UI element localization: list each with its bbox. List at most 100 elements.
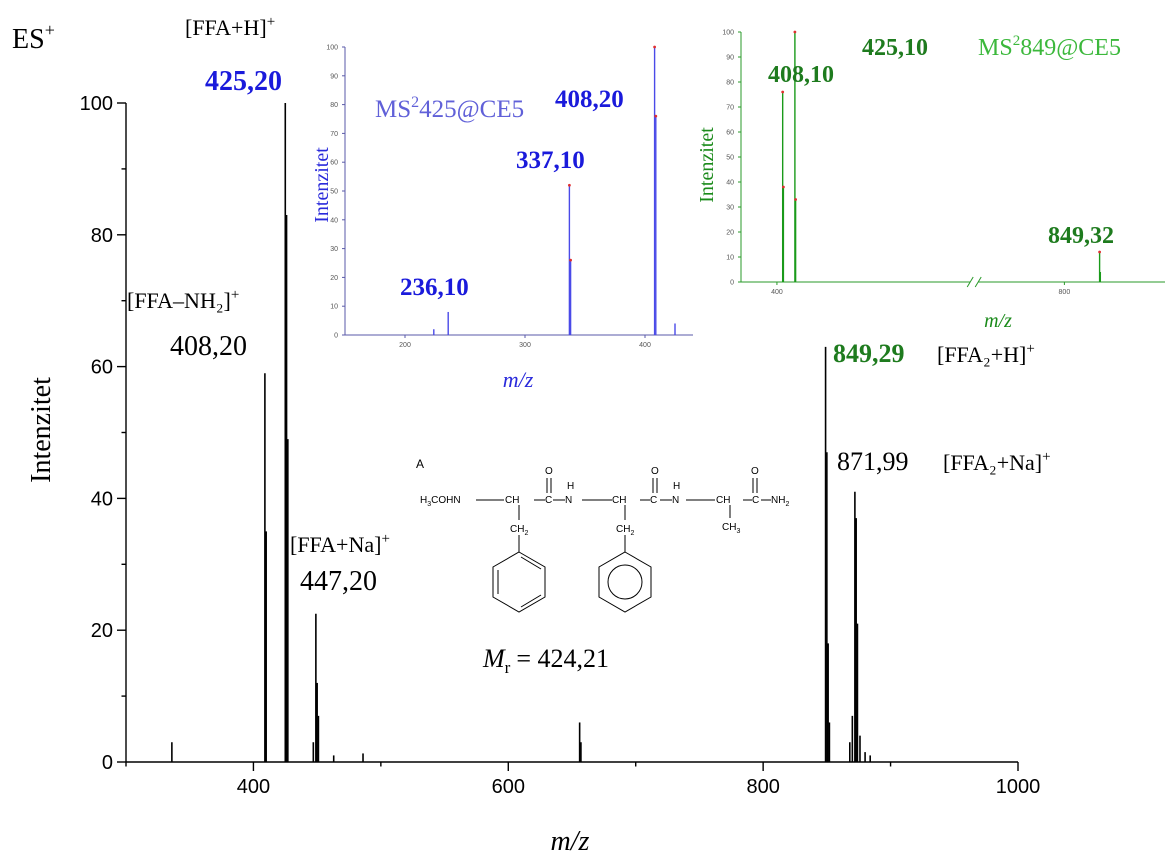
- x-tick-label: 200: [399, 342, 411, 349]
- y-tick-label: 20: [91, 620, 113, 642]
- inset2-label-408: 408,10: [768, 62, 834, 88]
- annotation-value: 447,20: [300, 566, 377, 597]
- y-tick-label: 50: [330, 188, 338, 195]
- annotation-value: 425,20: [205, 66, 282, 97]
- structure-bonds: [476, 478, 771, 613]
- inset2-title: MS2849@CE5: [978, 33, 1121, 61]
- inset2-label-425: 425,10: [862, 35, 928, 61]
- y-tick-label: 20: [726, 229, 734, 236]
- svg-text:NH2: NH2: [771, 495, 789, 508]
- annotation-ffa-na: [FFA+Na]+ 447,20: [290, 531, 390, 597]
- y-tick-label: 20: [330, 275, 338, 282]
- y-tick-label: 40: [726, 179, 734, 186]
- y-tick-label: 100: [80, 93, 113, 115]
- peak-apex-marker: [654, 114, 658, 118]
- main-title: ES+: [12, 20, 55, 55]
- annotation-ion: [FFA–NH₂]+: [127, 287, 239, 313]
- svg-text:CH2: CH2: [510, 524, 528, 537]
- svg-text:CH: CH: [505, 495, 519, 506]
- y-tick-label: 80: [91, 225, 113, 247]
- inset1-title: MS2425@CE5: [375, 94, 524, 123]
- structure-label: A: [416, 457, 424, 471]
- annotation-ion: [FFA₂+Na]+: [943, 449, 1051, 475]
- svg-text:CH: CH: [612, 495, 626, 506]
- x-tick-label: 400: [237, 776, 270, 798]
- peak-apex-marker: [793, 30, 797, 34]
- x-tick-label: 1000: [996, 776, 1041, 798]
- y-tick-label: 100: [722, 29, 734, 36]
- svg-text:N: N: [672, 495, 679, 506]
- annotation-ion: [FFA+H]+: [185, 14, 275, 40]
- peak-apex-marker: [781, 90, 785, 94]
- y-tick-label: 80: [330, 102, 338, 109]
- x-tick-label: 600: [492, 776, 525, 798]
- inset2-axes: 0 10 20 30 40 50 60 70 80 90 100 400 800: [722, 29, 1165, 296]
- svg-text:H: H: [673, 481, 680, 492]
- y-tick-label: 10: [726, 254, 734, 261]
- inset-ms2-425: 0 10 20 30 40 50 60 70 80 90 100 200 300 400 Intenzit…: [311, 44, 693, 392]
- y-tick-label: 100: [326, 44, 338, 51]
- svg-text:CH2: CH2: [616, 524, 634, 537]
- inset1-xlabel: m/z: [503, 367, 534, 392]
- peak-apex-marker: [794, 198, 798, 201]
- y-tick-label: 0: [730, 279, 734, 286]
- annotation-ffa2-h: 849,29 [FFA₂+H]+: [833, 339, 1035, 368]
- svg-text:O: O: [751, 466, 759, 477]
- x-tick-label: 400: [639, 342, 651, 349]
- y-tick-label: 40: [330, 217, 338, 224]
- annotation-ion: [FFA₂+H]+: [937, 341, 1035, 367]
- axis-break-mark: [966, 276, 974, 288]
- peak-apex-marker: [1098, 250, 1102, 254]
- svg-text:O: O: [651, 466, 659, 477]
- svg-text:C: C: [545, 495, 552, 506]
- x-tick-label: 800: [746, 776, 779, 798]
- y-tick-label: 60: [330, 160, 338, 167]
- y-tick-label: 0: [334, 332, 338, 339]
- annotation-ion: [FFA+Na]+: [290, 531, 390, 557]
- peak-apex-marker: [653, 45, 656, 49]
- y-tick-label: 0: [102, 752, 113, 774]
- svg-text:C: C: [752, 495, 759, 506]
- peak-apex-marker: [569, 258, 572, 262]
- y-tick-label: 70: [330, 131, 338, 138]
- inset1-ylabel: Intenzitet: [311, 147, 333, 223]
- chemical-structure: A H3COHN CH C: [416, 457, 789, 677]
- x-tick-label: 400: [771, 289, 783, 296]
- svg-text:CH3: CH3: [722, 522, 740, 535]
- main-ylabel: Intenzitet: [26, 377, 57, 483]
- mr-label: Mr = 424,21: [482, 644, 609, 677]
- inset2-ylabel: Intenzitet: [696, 127, 718, 203]
- svg-text:N: N: [565, 495, 572, 506]
- inset1-peaks: [433, 45, 676, 335]
- y-tick-label: 60: [726, 129, 734, 136]
- svg-text:H: H: [567, 481, 574, 492]
- annotation-ffa-nh2: [FFA–NH₂]+ 408,20: [127, 287, 247, 362]
- structure-formula: H3COHN: [420, 495, 461, 508]
- svg-text:CH: CH: [716, 495, 730, 506]
- svg-text:C: C: [650, 495, 657, 506]
- y-tick-label: 90: [330, 73, 338, 80]
- annotation-ffa-h: [FFA+H]+ 425,20: [185, 14, 282, 97]
- main-xlabel: m/z: [551, 826, 590, 857]
- annotation-value: 408,20: [170, 331, 247, 362]
- inset2-xlabel: m/z: [984, 310, 1012, 332]
- annotation-ffa2-na: 871,99 [FFA₂+Na]+: [837, 447, 1051, 476]
- inset1-axes: 0 10 20 30 40 50 60 70 80 90 100 200 300 400: [326, 44, 693, 349]
- y-tick-label: 30: [726, 204, 734, 211]
- y-tick-label: 50: [726, 154, 734, 161]
- y-tick-label: 10: [330, 304, 338, 311]
- annotation-value: 871,99: [837, 447, 909, 476]
- y-tick-label: 40: [91, 488, 113, 510]
- inset1-label-337: 337,10: [516, 147, 585, 174]
- peak-apex-marker: [568, 183, 571, 187]
- svg-text:O: O: [545, 466, 553, 477]
- peak-apex-marker: [782, 185, 785, 189]
- inset1-label-408: 408,20: [555, 86, 624, 113]
- y-tick-label: 60: [91, 357, 113, 379]
- y-tick-label: 30: [330, 246, 338, 253]
- x-tick-label: 800: [1059, 289, 1071, 296]
